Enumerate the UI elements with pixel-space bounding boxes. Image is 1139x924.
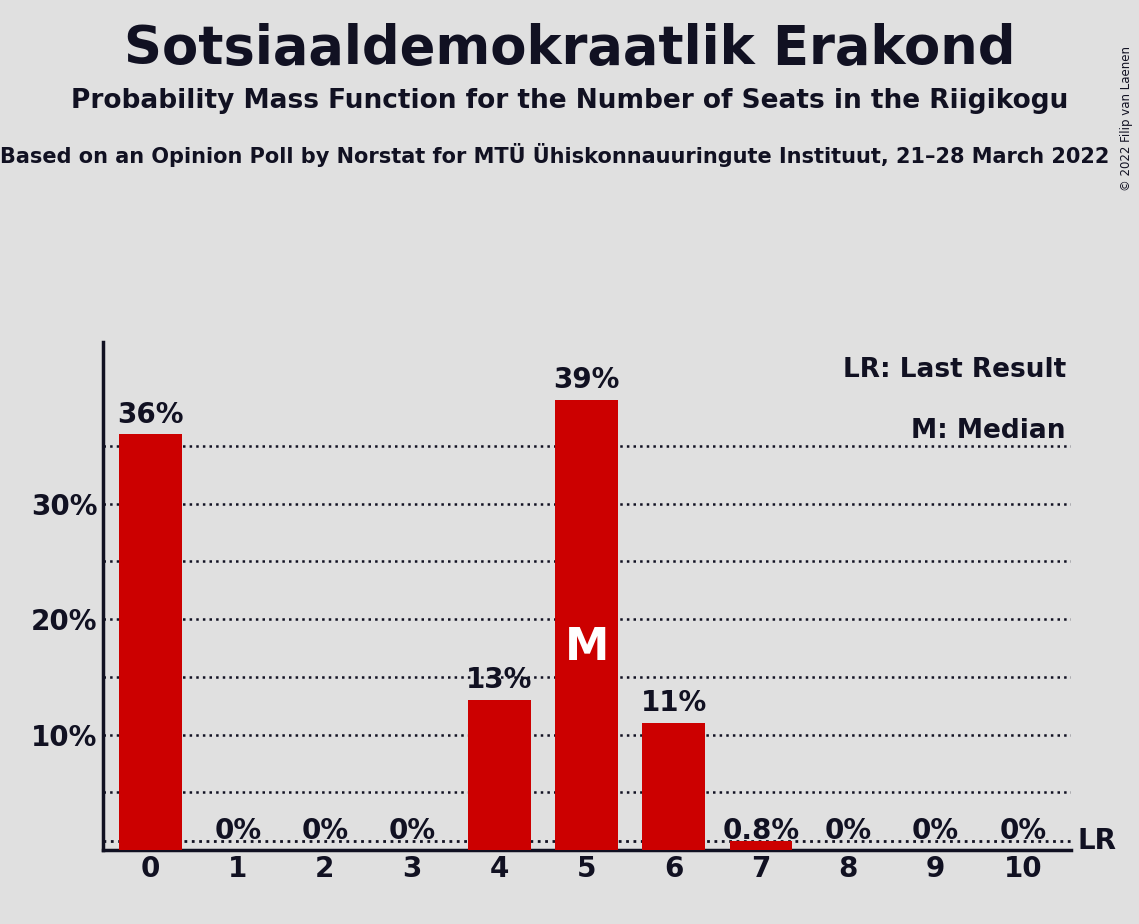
Text: 13%: 13% bbox=[466, 666, 533, 694]
Bar bbox=[730, 841, 793, 850]
Text: 0%: 0% bbox=[214, 818, 261, 845]
Text: 11%: 11% bbox=[640, 689, 707, 717]
Text: 0%: 0% bbox=[302, 818, 349, 845]
Text: LR: Last Result: LR: Last Result bbox=[843, 358, 1066, 383]
Text: 0%: 0% bbox=[825, 818, 871, 845]
Bar bbox=[642, 723, 705, 850]
Text: 0%: 0% bbox=[999, 818, 1047, 845]
Text: 0%: 0% bbox=[912, 818, 959, 845]
Text: M: M bbox=[565, 626, 608, 669]
Text: Based on an Opinion Poll by Norstat for MTÜ Ühiskonnauuringute Instituut, 21–28 : Based on an Opinion Poll by Norstat for … bbox=[0, 143, 1109, 167]
Text: LR: LR bbox=[1077, 827, 1116, 855]
Text: 36%: 36% bbox=[117, 400, 183, 429]
Text: 0.8%: 0.8% bbox=[722, 818, 800, 845]
Text: Sotsiaaldemokraatlik Erakond: Sotsiaaldemokraatlik Erakond bbox=[124, 23, 1015, 75]
Bar bbox=[555, 399, 618, 850]
Bar bbox=[120, 434, 182, 850]
Text: 0%: 0% bbox=[388, 818, 436, 845]
Text: Probability Mass Function for the Number of Seats in the Riigikogu: Probability Mass Function for the Number… bbox=[71, 88, 1068, 114]
Bar bbox=[468, 700, 531, 850]
Text: M: Median: M: Median bbox=[911, 418, 1066, 444]
Text: © 2022 Filip van Laenen: © 2022 Filip van Laenen bbox=[1121, 46, 1133, 191]
Text: 39%: 39% bbox=[554, 366, 620, 394]
